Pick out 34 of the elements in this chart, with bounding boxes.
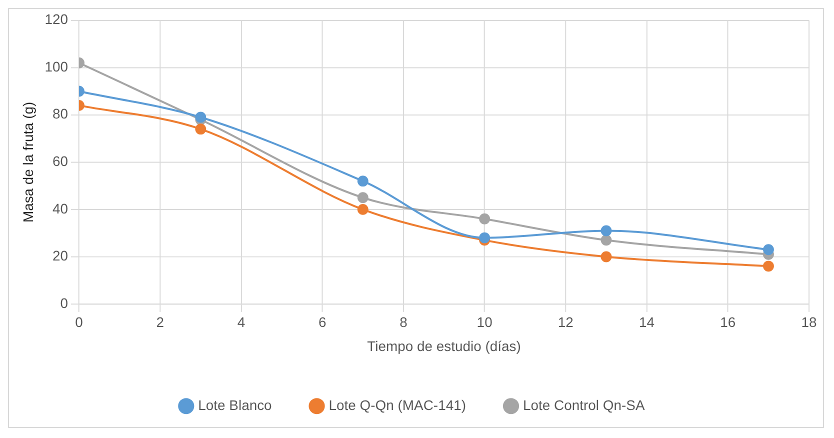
- x-tick-label: 6: [318, 314, 326, 330]
- x-tick-label: 2: [156, 314, 164, 330]
- y-tick-label: 100: [44, 58, 68, 74]
- point: [600, 234, 612, 246]
- point: [600, 225, 612, 236]
- point: [479, 213, 490, 224]
- point: [195, 112, 206, 123]
- x-tick-label: 10: [476, 314, 493, 330]
- y-tick-label: 80: [52, 106, 68, 122]
- x-tick-label: 0: [75, 314, 84, 330]
- point: [357, 192, 368, 204]
- legend-label: Lote Blanco: [198, 396, 272, 413]
- legend-label: Lote Control Qn-SA: [522, 396, 646, 413]
- x-tick-label: 14: [639, 314, 655, 330]
- point: [357, 176, 368, 187]
- y-tick-label: 60: [52, 153, 68, 170]
- y-tick-label: 120: [44, 11, 68, 28]
- y-tick-label: 0: [60, 294, 68, 311]
- x-tick-label: 12: [558, 314, 574, 330]
- point: [357, 204, 368, 215]
- x-tick-label: 8: [400, 314, 408, 330]
- y-tick-label: 40: [52, 200, 68, 216]
- x-tick-label: 18: [801, 314, 818, 330]
- legend-label: Lote Q-Qn (MAC-141): [328, 396, 466, 413]
- point: [600, 251, 612, 262]
- x-axis-title: Tiempo de estudio (días): [367, 338, 521, 354]
- point: [479, 232, 490, 244]
- point: [195, 124, 206, 135]
- x-tick-label: 16: [720, 314, 736, 330]
- y-tick-label: 20: [52, 248, 68, 264]
- y-axis-title: Masa de la fruta (g): [20, 102, 36, 223]
- x-tick-label: 4: [237, 314, 246, 330]
- point: [762, 260, 774, 272]
- point: [762, 244, 774, 256]
